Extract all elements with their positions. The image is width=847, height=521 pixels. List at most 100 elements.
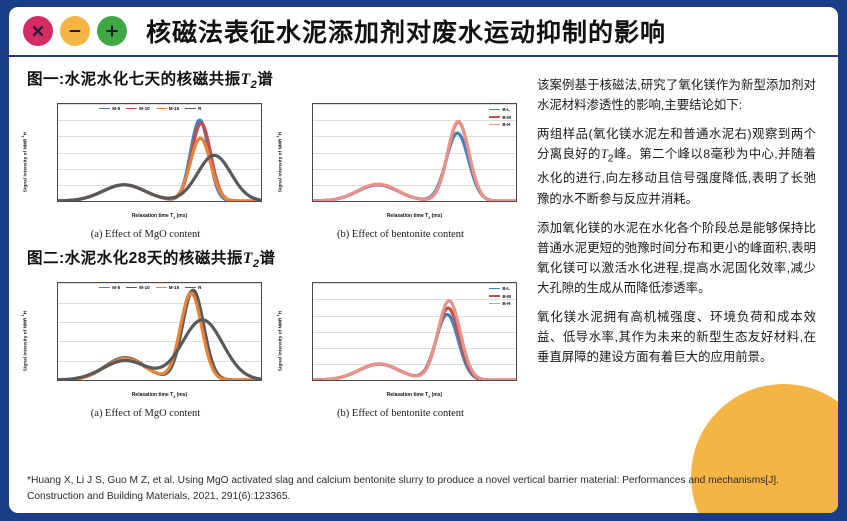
chart-legend-label: R — [198, 106, 202, 112]
chart-y-axis-label: Signal Intensity of NMR 1H — [20, 310, 28, 371]
chart-x-axis-label: Relaxation time T2 (ms) — [386, 213, 443, 221]
chart-gridline — [58, 120, 261, 122]
chart-curves — [313, 283, 516, 380]
chart-gridline — [58, 104, 261, 106]
chart-gridline — [313, 104, 516, 106]
paragraph-peaks: 两组样品(氧化镁水泥左和普通水泥右)观察到两个分离良好的T2峰。第二个峰以8毫秒… — [537, 124, 816, 208]
chart-series-line — [58, 123, 261, 201]
chart-gridline — [58, 168, 261, 170]
chart-legend-item: M-10 — [126, 106, 150, 112]
chart-gridline — [313, 120, 516, 122]
chart-fig2a: Signal Intensity of NMR 1H 01002003004005… — [20, 274, 268, 420]
chart-legend-label: B-M — [502, 114, 511, 120]
figure-two-heading-sub: 2 — [252, 258, 260, 271]
chart-series-line — [313, 315, 516, 381]
chart-gridline — [313, 364, 516, 366]
figure-one-heading-suffix: 谱 — [257, 71, 274, 88]
chart-gridline — [313, 136, 516, 138]
figure-one-heading-prefix: 图一:水泥水化七天的核磁共振 — [27, 71, 241, 88]
content-body: 图一:水泥水化七天的核磁共振T2谱 Signal Intensity of NM… — [9, 57, 838, 467]
paragraph-peaks-a: 两组样品(氧化镁水泥左和普通水泥右)观察到两个分离良好的 — [537, 127, 816, 162]
close-x-icon[interactable] — [23, 16, 53, 46]
chart-gridline — [313, 315, 516, 317]
chart-gridline — [313, 184, 516, 186]
description-column: 该案例基于核磁法,研究了氧化镁作为新型添加剂对水泥材料渗透性的影响,主要结论如下… — [523, 65, 828, 467]
chart-curves — [58, 283, 261, 380]
chart-legend-swatch — [489, 116, 501, 118]
slide-card: 核磁法表征水泥添加剂对废水运动抑制的影响 图一:水泥水化七天的核磁共振T2谱 S… — [9, 7, 838, 513]
chart-legend-item: B-H — [489, 122, 511, 127]
figures-column: 图一:水泥水化七天的核磁共振T2谱 Signal Intensity of NM… — [20, 65, 523, 467]
chart-gridline — [58, 302, 261, 304]
chart-fig1a: Signal Intensity of NMR 1H 01002003004005… — [21, 95, 268, 241]
chart-legend-swatch — [126, 107, 138, 110]
chart-series-line — [313, 122, 516, 201]
chart-gridline — [58, 184, 261, 186]
figure-two-heading-prefix: 图二:水泥水化28天的核磁共振 — [27, 250, 243, 268]
paragraph-peaks-b: 峰。第二个峰以8毫秒为中心,并随着水化的进行,向左移动且信号强度降低,表明了长弛… — [537, 147, 817, 206]
chart-legend-label: M-15 — [168, 106, 180, 112]
chart-series-line — [313, 308, 516, 380]
chart-legend-item: M-15 — [155, 106, 180, 112]
chart-legend-swatch — [99, 107, 111, 110]
chart-legend-label: R — [198, 285, 202, 291]
chart-gridline — [58, 136, 261, 138]
footer-citation: *Huang X, Li J S, Guo M Z, et al. Using … — [27, 475, 779, 502]
chart-legend-swatch — [99, 286, 111, 289]
chart-x-axis-label: Relaxation time T2 (ms) — [131, 392, 188, 400]
figure-one: 图一:水泥水化七天的核磁共振T2谱 Signal Intensity of NM… — [21, 67, 523, 241]
paragraph-intro: 该案例基于核磁法,研究了氧化镁作为新型添加剂对水泥材料渗透性的影响,主要结论如下… — [537, 78, 816, 113]
chart-legend-item: B-M — [489, 115, 511, 120]
minus-icon[interactable] — [60, 16, 90, 46]
chart-gridline — [58, 321, 261, 323]
chart-series-line — [313, 122, 516, 202]
chart-legend: M-5 M-10 M-15 R — [99, 106, 201, 111]
chart-gridline — [313, 283, 516, 285]
chart-gridline — [58, 341, 261, 343]
chart-legend: B-L B-M B-H — [489, 107, 511, 127]
paragraph-peaks-sub: 2 — [607, 153, 614, 165]
chart-y-axis-label: Signal Intensity of NMR 1H — [275, 310, 283, 371]
chart-fig2a-caption: (a) Effect of MgO content — [90, 408, 201, 420]
chart-legend-label: M-10 — [139, 106, 150, 112]
chart-legend-swatch — [489, 302, 501, 305]
chart-plot-area: 01002003004005006000.010.1110100 — [57, 103, 262, 203]
chart-plot-area: 01002003004005006000.010.1110100 — [312, 103, 517, 203]
chart-curves — [58, 104, 261, 201]
chart-legend-swatch — [185, 286, 197, 289]
figure-two-heading-symbol: T — [242, 250, 253, 268]
chart-fig1a-caption: (a) Effect of MgO content — [90, 229, 201, 241]
chart-x-axis-label: Relaxation time T2 (ms) — [131, 213, 188, 221]
chart-legend-item: B-L — [489, 286, 511, 291]
chart-series-line — [58, 320, 261, 380]
chart-legend-swatch — [489, 123, 501, 126]
chart-curves — [313, 104, 516, 201]
figure-two-heading: 图二:水泥水化28天的核磁共振T2谱 — [27, 246, 523, 270]
figure-one-heading-sub: 2 — [250, 79, 258, 92]
chart-gridline — [313, 299, 516, 301]
chart-legend-item: M-5 — [99, 106, 120, 111]
chart-legend-label: M-5 — [112, 285, 121, 291]
chart-fig2b: Signal Intensity of NMR 1H 01002003004005… — [275, 274, 523, 420]
chart-legend-item: R — [185, 106, 201, 111]
figure-one-heading-symbol: T — [240, 71, 251, 88]
chart-gridline — [313, 331, 516, 333]
chart-fig1b-caption: (b) Effect of bentonite content — [337, 229, 464, 241]
chart-legend: B-L B-M B-H — [489, 286, 511, 306]
paragraph-conclusion: 氧化镁水泥拥有高机械强度、环境负荷和成本效益、低导水率,其作为未来的新型生态友好… — [537, 310, 816, 365]
paragraph-peaks-symbol: T — [600, 147, 608, 162]
chart-legend-label: B-L — [502, 107, 510, 113]
chart-legend-swatch — [489, 108, 501, 111]
plus-icon[interactable] — [97, 16, 127, 46]
chart-legend-label: M-15 — [168, 285, 180, 291]
chart-legend-label: B-H — [502, 122, 511, 128]
chart-fig2b-caption: (b) Effect of bentonite content — [337, 408, 464, 420]
chart-legend-item: B-M — [489, 294, 511, 299]
chart-legend-item: R — [185, 285, 201, 290]
chart-legend-label: B-L — [502, 286, 510, 292]
header-bar: 核磁法表征水泥添加剂对废水运动抑制的影响 — [9, 7, 838, 57]
chart-legend-swatch — [489, 295, 501, 297]
chart-legend-item: B-L — [489, 107, 511, 112]
chart-gridline — [313, 347, 516, 349]
chart-gridline — [58, 360, 261, 362]
